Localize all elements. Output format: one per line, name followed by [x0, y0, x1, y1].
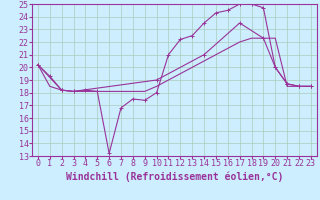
X-axis label: Windchill (Refroidissement éolien,°C): Windchill (Refroidissement éolien,°C): [66, 171, 283, 182]
